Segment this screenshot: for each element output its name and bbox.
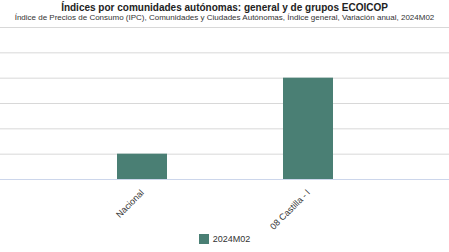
html-text:Índice de Precios de Consumo (: Índice de Precios de Consumo (IPC), Comu… — [14, 13, 435, 22]
svg-text:Nacional: Nacional — [114, 188, 146, 220]
html-text:2024M02: 2024M02 — [212, 234, 251, 244]
svg-text:08 Castilla - l: 08 Castilla - l — [268, 188, 312, 231]
html-text:Índices por comunidades autóno: Índices por comunidades autónomas: gener… — [61, 2, 388, 13]
